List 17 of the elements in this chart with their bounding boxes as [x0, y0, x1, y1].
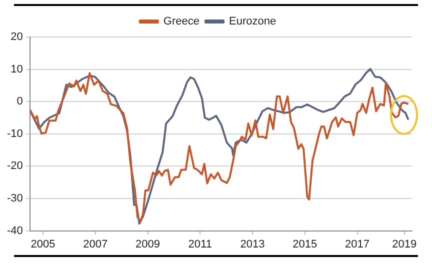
x-tick-label: 2011: [188, 238, 212, 250]
x-tick-label: 2017: [345, 238, 370, 250]
x-tick-label: 2007: [83, 238, 108, 250]
y-tick-label: 20: [10, 31, 23, 44]
y-tick-label: -40: [6, 224, 23, 237]
x-tick-label: 2005: [30, 238, 56, 250]
x-tick-label: 2013: [240, 238, 265, 250]
y-tick-label: -20: [6, 160, 23, 172]
x-tick-label: 2019: [392, 238, 417, 250]
y-tick-label: -30: [6, 192, 23, 205]
y-tick-label: -10: [6, 128, 23, 140]
y-tick-label: 10: [10, 63, 23, 76]
y-tick-label: 0: [16, 96, 23, 108]
x-tick-label: 2015: [292, 238, 318, 250]
x-tick-label: 2009: [136, 238, 160, 250]
legend-label: Greece: [163, 16, 200, 28]
legend-label: Eurozone: [228, 16, 276, 28]
